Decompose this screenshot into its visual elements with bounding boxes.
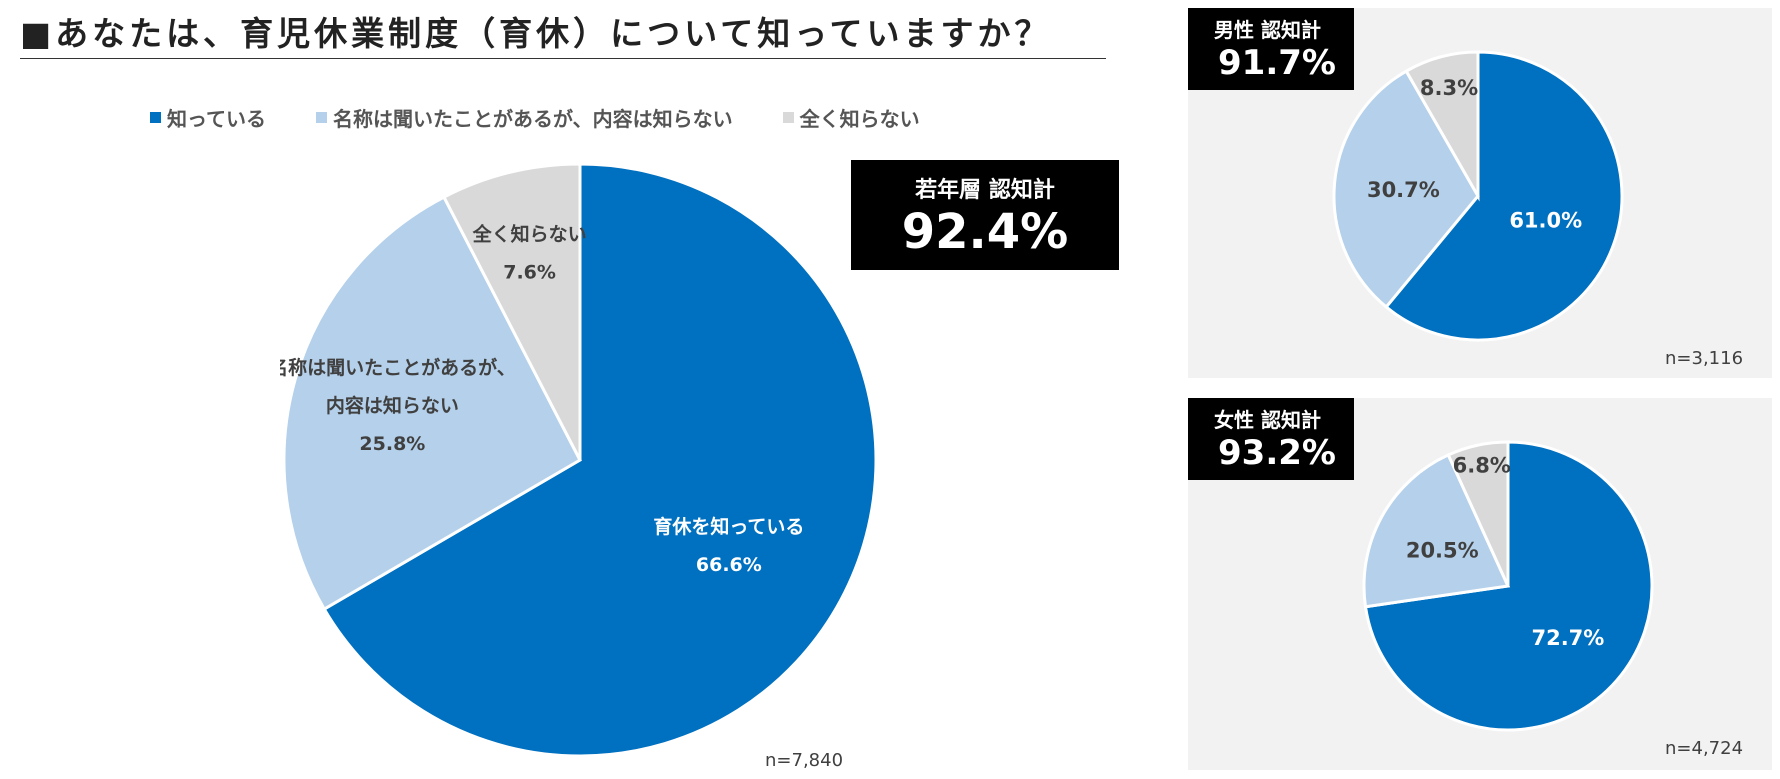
- male-pie-chart: 61.0% 30.7% 8.3%: [1332, 50, 1624, 342]
- female-stat-box: 女性 認知計 93.2%: [1188, 398, 1354, 480]
- legend-swatch-known: [150, 112, 161, 123]
- main-slice-label-1-0: 名称は聞いたことがあるが、: [280, 356, 516, 379]
- female-slice-1: [1362, 452, 1511, 609]
- main-slice-0: [322, 162, 878, 758]
- legend-item-known: 知っている: [150, 103, 266, 132]
- male-stat-caption: 男性 認知計: [1214, 18, 1321, 42]
- male-slice-value-2: 8.3%: [1420, 76, 1478, 100]
- legend-swatch-heard: [316, 112, 327, 123]
- main-slice-label-1-1: 内容は知らない: [326, 394, 459, 417]
- legend-label-heard: 名称は聞いたことがあるが、内容は知らない: [333, 107, 733, 131]
- main-slice-value-0: 66.6%: [696, 554, 762, 576]
- female-slice-value-2: 6.8%: [1453, 453, 1511, 477]
- male-slice-0: [1384, 50, 1624, 342]
- female-slice-value-1: 20.5%: [1406, 538, 1479, 562]
- main-slice-2: [441, 162, 582, 461]
- female-stat-caption: 女性 認知計: [1214, 408, 1321, 432]
- main-stat-box: 若年層 認知計 92.4%: [851, 160, 1119, 270]
- male-slice-value-1: 30.7%: [1367, 178, 1440, 202]
- legend-item-unknown: 全く知らない: [782, 103, 920, 132]
- main-n-label: n=7,840: [765, 750, 844, 771]
- male-slice-1: [1332, 69, 1480, 310]
- main-pie-chart: 育休を知っている 66.6% 名称は聞いたことがあるが、内容は知らない 25.8% 全く…: [280, 162, 878, 758]
- female-n-label: n=4,724: [1665, 738, 1744, 759]
- chart-title: ■あなたは、育児休業制度（育休）について知っていますか？: [20, 14, 1106, 59]
- legend-label-known: 知っている: [167, 107, 266, 131]
- legend-item-heard: 名称は聞いたことがあるが、内容は知らない: [316, 103, 733, 132]
- main-slice-value-1: 25.8%: [359, 433, 425, 455]
- male-n-label: n=3,116: [1665, 348, 1744, 369]
- main-slice-label-0-0: 育休を知っている: [653, 515, 804, 538]
- male-stat-value: 91.7%: [1218, 43, 1336, 83]
- main-slice-1: [282, 195, 582, 612]
- female-slice-2: [1446, 440, 1510, 587]
- main-stat-value: 92.4%: [901, 204, 1069, 260]
- legend-label-unknown: 全く知らない: [799, 107, 920, 131]
- male-slice-value-0: 61.0%: [1509, 209, 1582, 233]
- main-slice-value-2: 7.6%: [503, 262, 556, 284]
- main-stat-caption: 若年層 認知計: [915, 178, 1055, 203]
- legend-swatch-unknown: [782, 112, 794, 123]
- main-slice-label-2-0: 全く知らない: [472, 223, 587, 246]
- male-slice-2: [1404, 50, 1480, 202]
- female-pie-chart: 72.7% 20.5% 6.8%: [1362, 440, 1654, 732]
- legend: 知っている 名称は聞いたことがあるが、内容は知らない 全く知らない: [150, 103, 920, 132]
- male-stat-box: 男性 認知計 91.7%: [1188, 8, 1354, 90]
- female-stat-value: 93.2%: [1218, 433, 1336, 473]
- female-slice-value-0: 72.7%: [1531, 626, 1604, 650]
